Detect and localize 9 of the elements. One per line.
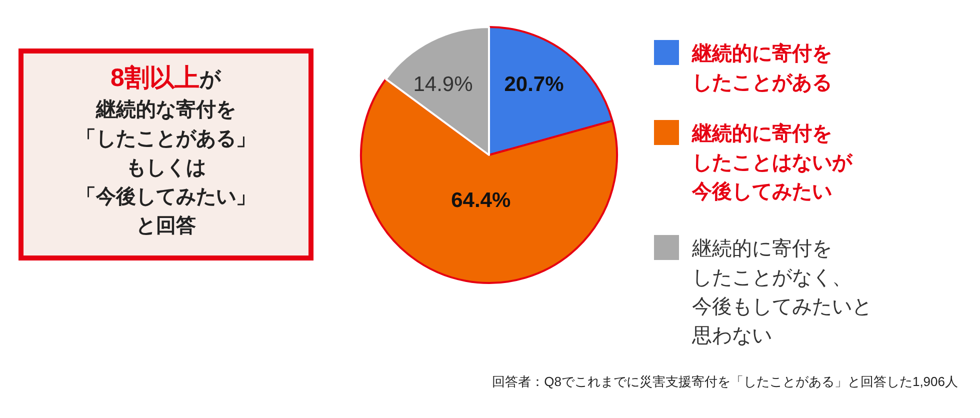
callout: 8割以上が継続的な寄付を「したことがある」もしくは「今後してみたい」と回答: [18, 48, 314, 260]
legend-label: 継続的に寄付をしたことはないが今後してみたい: [691, 122, 853, 203]
data-label: 14.9%: [413, 73, 473, 96]
text: 回答者：Q8でこれまでに災害支援寄付を「したことがある」と回答した1,906人: [492, 374, 958, 389]
data-label: 64.4%: [451, 189, 511, 212]
data-label: 20.7%: [504, 73, 564, 96]
legend-label: 継続的に寄付をしたことがある: [691, 42, 832, 94]
pie: 20.7% 64.4% 14.9%: [360, 26, 618, 284]
legend-label: 継続的に寄付をしたことがなく、今後もしてみたいと思わない: [691, 237, 872, 347]
